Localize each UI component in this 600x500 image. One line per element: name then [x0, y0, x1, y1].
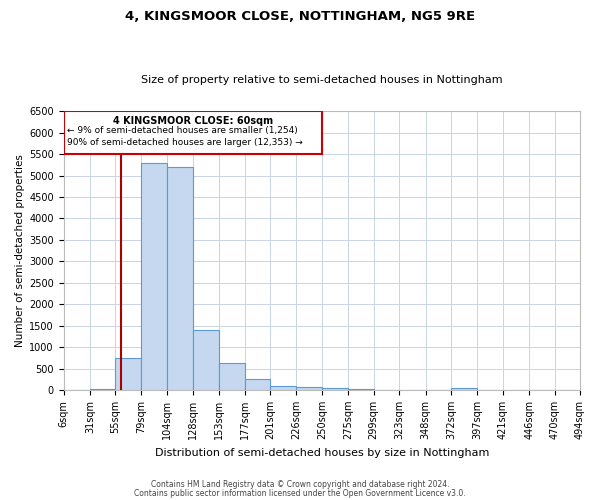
Bar [141, 162, 167, 390]
Bar [322, 388, 348, 390]
Bar [167, 167, 193, 390]
Text: Contains HM Land Registry data © Crown copyright and database right 2024.: Contains HM Land Registry data © Crown c… [151, 480, 449, 489]
Y-axis label: Number of semi-detached properties: Number of semi-detached properties [15, 154, 25, 347]
Bar [451, 388, 478, 390]
Bar [296, 386, 322, 390]
X-axis label: Distribution of semi-detached houses by size in Nottingham: Distribution of semi-detached houses by … [155, 448, 489, 458]
Title: Size of property relative to semi-detached houses in Nottingham: Size of property relative to semi-detach… [141, 76, 503, 86]
Bar [270, 386, 296, 390]
Bar [115, 358, 141, 390]
Text: ← 9% of semi-detached houses are smaller (1,254): ← 9% of semi-detached houses are smaller… [67, 126, 298, 136]
Bar [64, 112, 322, 154]
Text: 4, KINGSMOOR CLOSE, NOTTINGHAM, NG5 9RE: 4, KINGSMOOR CLOSE, NOTTINGHAM, NG5 9RE [125, 10, 475, 23]
Bar [219, 363, 245, 390]
Text: Contains public sector information licensed under the Open Government Licence v3: Contains public sector information licen… [134, 489, 466, 498]
Text: 4 KINGSMOOR CLOSE: 60sqm: 4 KINGSMOOR CLOSE: 60sqm [113, 116, 273, 126]
Bar [193, 330, 219, 390]
Bar [245, 379, 270, 390]
Text: 90% of semi-detached houses are larger (12,353) →: 90% of semi-detached houses are larger (… [67, 138, 302, 147]
